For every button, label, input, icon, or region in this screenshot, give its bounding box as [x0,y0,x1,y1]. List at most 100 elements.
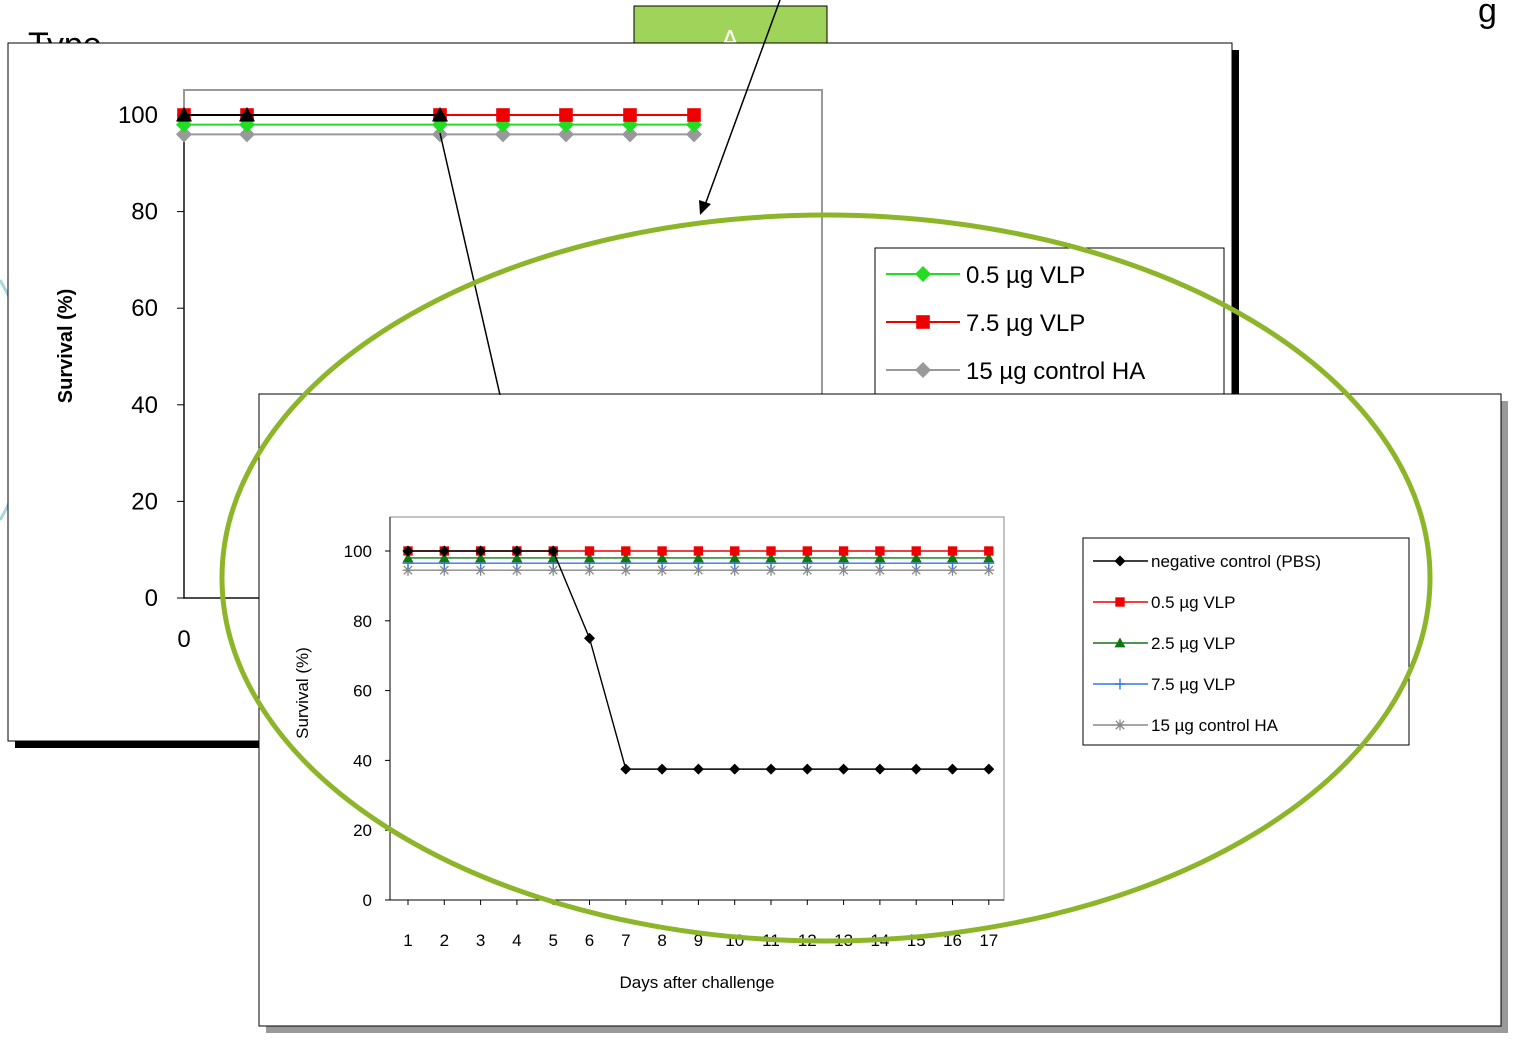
legend-2 [1082,537,1410,746]
data-point-2-0 [874,763,886,775]
data-point-2-1 [657,546,667,556]
y-tick-label-1: 0 [145,585,158,612]
data-point-2-4 [584,564,595,576]
legend-2-marker [1115,597,1125,607]
data-point-2-4 [620,564,632,576]
y-tick-label-1: 80 [131,199,158,226]
legend-2-item: 2.5 µg VLP [1093,634,1235,653]
series-2-4 [402,564,995,576]
data-point-2-0 [402,545,414,557]
data-point-2-2 [838,552,850,563]
data-point-2-4 [729,564,741,576]
data-point-2-1 [730,546,740,556]
data-point-2-0 [511,545,523,557]
x-axis-label-2: Days after challenge [620,973,775,992]
data-point-2-1 [984,546,994,556]
data-point-2-2 [765,552,777,563]
data-point-2-2 [511,552,523,563]
data-point-1-2 [687,108,701,122]
data-point-1-0 [432,107,448,122]
data-point-2-0 [692,763,704,775]
data-point-2-2 [620,552,632,563]
data-point-2-2 [947,552,958,563]
data-point-1-3 [239,126,255,143]
data-point-2-0 [547,545,559,557]
y-tick-label-2: 80 [353,612,372,631]
data-point-2-2 [547,552,559,563]
y-axis-label-1: Survival (%) [55,289,77,403]
y-tick-label-2: 60 [353,682,372,701]
legend-1-item: 7.5 µg VLP [886,310,1085,337]
panel-tab[interactable] [633,5,828,47]
data-point-2-1 [584,546,595,556]
data-point-2-1 [802,546,812,556]
legend-1-label: 15 µg control HA [966,358,1145,385]
x-tick-label-2: 17 [979,931,998,950]
legend-2-marker [1114,555,1126,567]
data-point-2-0 [620,763,632,775]
data-point-2-2 [801,552,813,563]
data-point-2-2 [910,552,922,563]
data-point-2-0 [983,763,995,775]
data-point-1-2 [496,108,510,122]
data-point-1-3 [622,126,638,143]
legend-2-marker [1114,719,1126,731]
data-point-2-2 [656,552,668,563]
legend-1-marker [916,315,930,329]
data-point-1-3 [495,126,511,143]
y-tick-label-1: 40 [131,392,158,419]
data-point-2-1 [766,546,776,556]
y-tick-label-2: 40 [353,751,372,770]
x-tick-label-1: 0 [177,626,190,653]
series-1-0 [176,107,448,122]
legend-1-marker [915,266,931,282]
callout-line-to-panel-2 [439,132,501,396]
y-tick-label-2: 0 [363,891,372,910]
data-point-2-0 [438,545,450,557]
data-point-1-2 [623,108,637,122]
data-point-1-0 [176,107,192,122]
x-tick-label-2: 2 [440,931,449,950]
legend-1-label: 7.5 µg VLP [966,310,1085,337]
data-point-2-4 [838,564,850,576]
data-point-2-0 [475,545,487,557]
data-point-1-3 [686,126,702,143]
data-point-2-1 [947,546,958,556]
data-point-2-1 [875,546,885,556]
legend-2-label: 0.5 µg VLP [1151,593,1235,612]
data-point-2-0 [838,763,850,775]
data-point-2-4 [511,564,523,576]
x-tick-label-2: 7 [621,931,630,950]
legend-2-item: 15 µg control HA [1093,716,1279,735]
data-point-2-1 [838,546,849,556]
data-point-2-0 [765,763,777,775]
data-point-2-1 [693,546,704,556]
data-point-2-2 [874,552,886,563]
data-point-2-2 [475,552,487,563]
callout-arrow-to-ellipse [704,0,781,206]
data-point-2-4 [475,564,487,576]
x-tick-label-2: 6 [585,931,594,950]
data-point-2-4 [402,564,414,576]
data-point-2-0 [656,763,668,775]
data-point-2-4 [910,564,922,576]
data-point-2-4 [874,564,886,576]
legend-1-item: 0.5 µg VLP [886,262,1085,289]
data-point-2-2 [983,552,995,563]
series-2-0 [402,545,995,775]
y-tick-label-1: 20 [131,488,158,515]
data-point-1-3 [176,126,192,143]
data-point-2-4 [947,564,958,576]
slide-label-partial: g [1478,0,1497,30]
data-point-1-3 [558,126,574,143]
x-tick-label-2: 8 [657,931,666,950]
data-point-2-2 [729,552,741,563]
data-point-2-4 [547,564,559,576]
legend-2-label: 7.5 µg VLP [1151,675,1235,694]
data-point-2-2 [584,552,595,563]
data-point-2-2 [402,552,414,563]
y-tick-label-1: 100 [118,102,158,129]
x-tick-label-2: 9 [694,931,703,950]
data-point-2-4 [656,564,668,576]
